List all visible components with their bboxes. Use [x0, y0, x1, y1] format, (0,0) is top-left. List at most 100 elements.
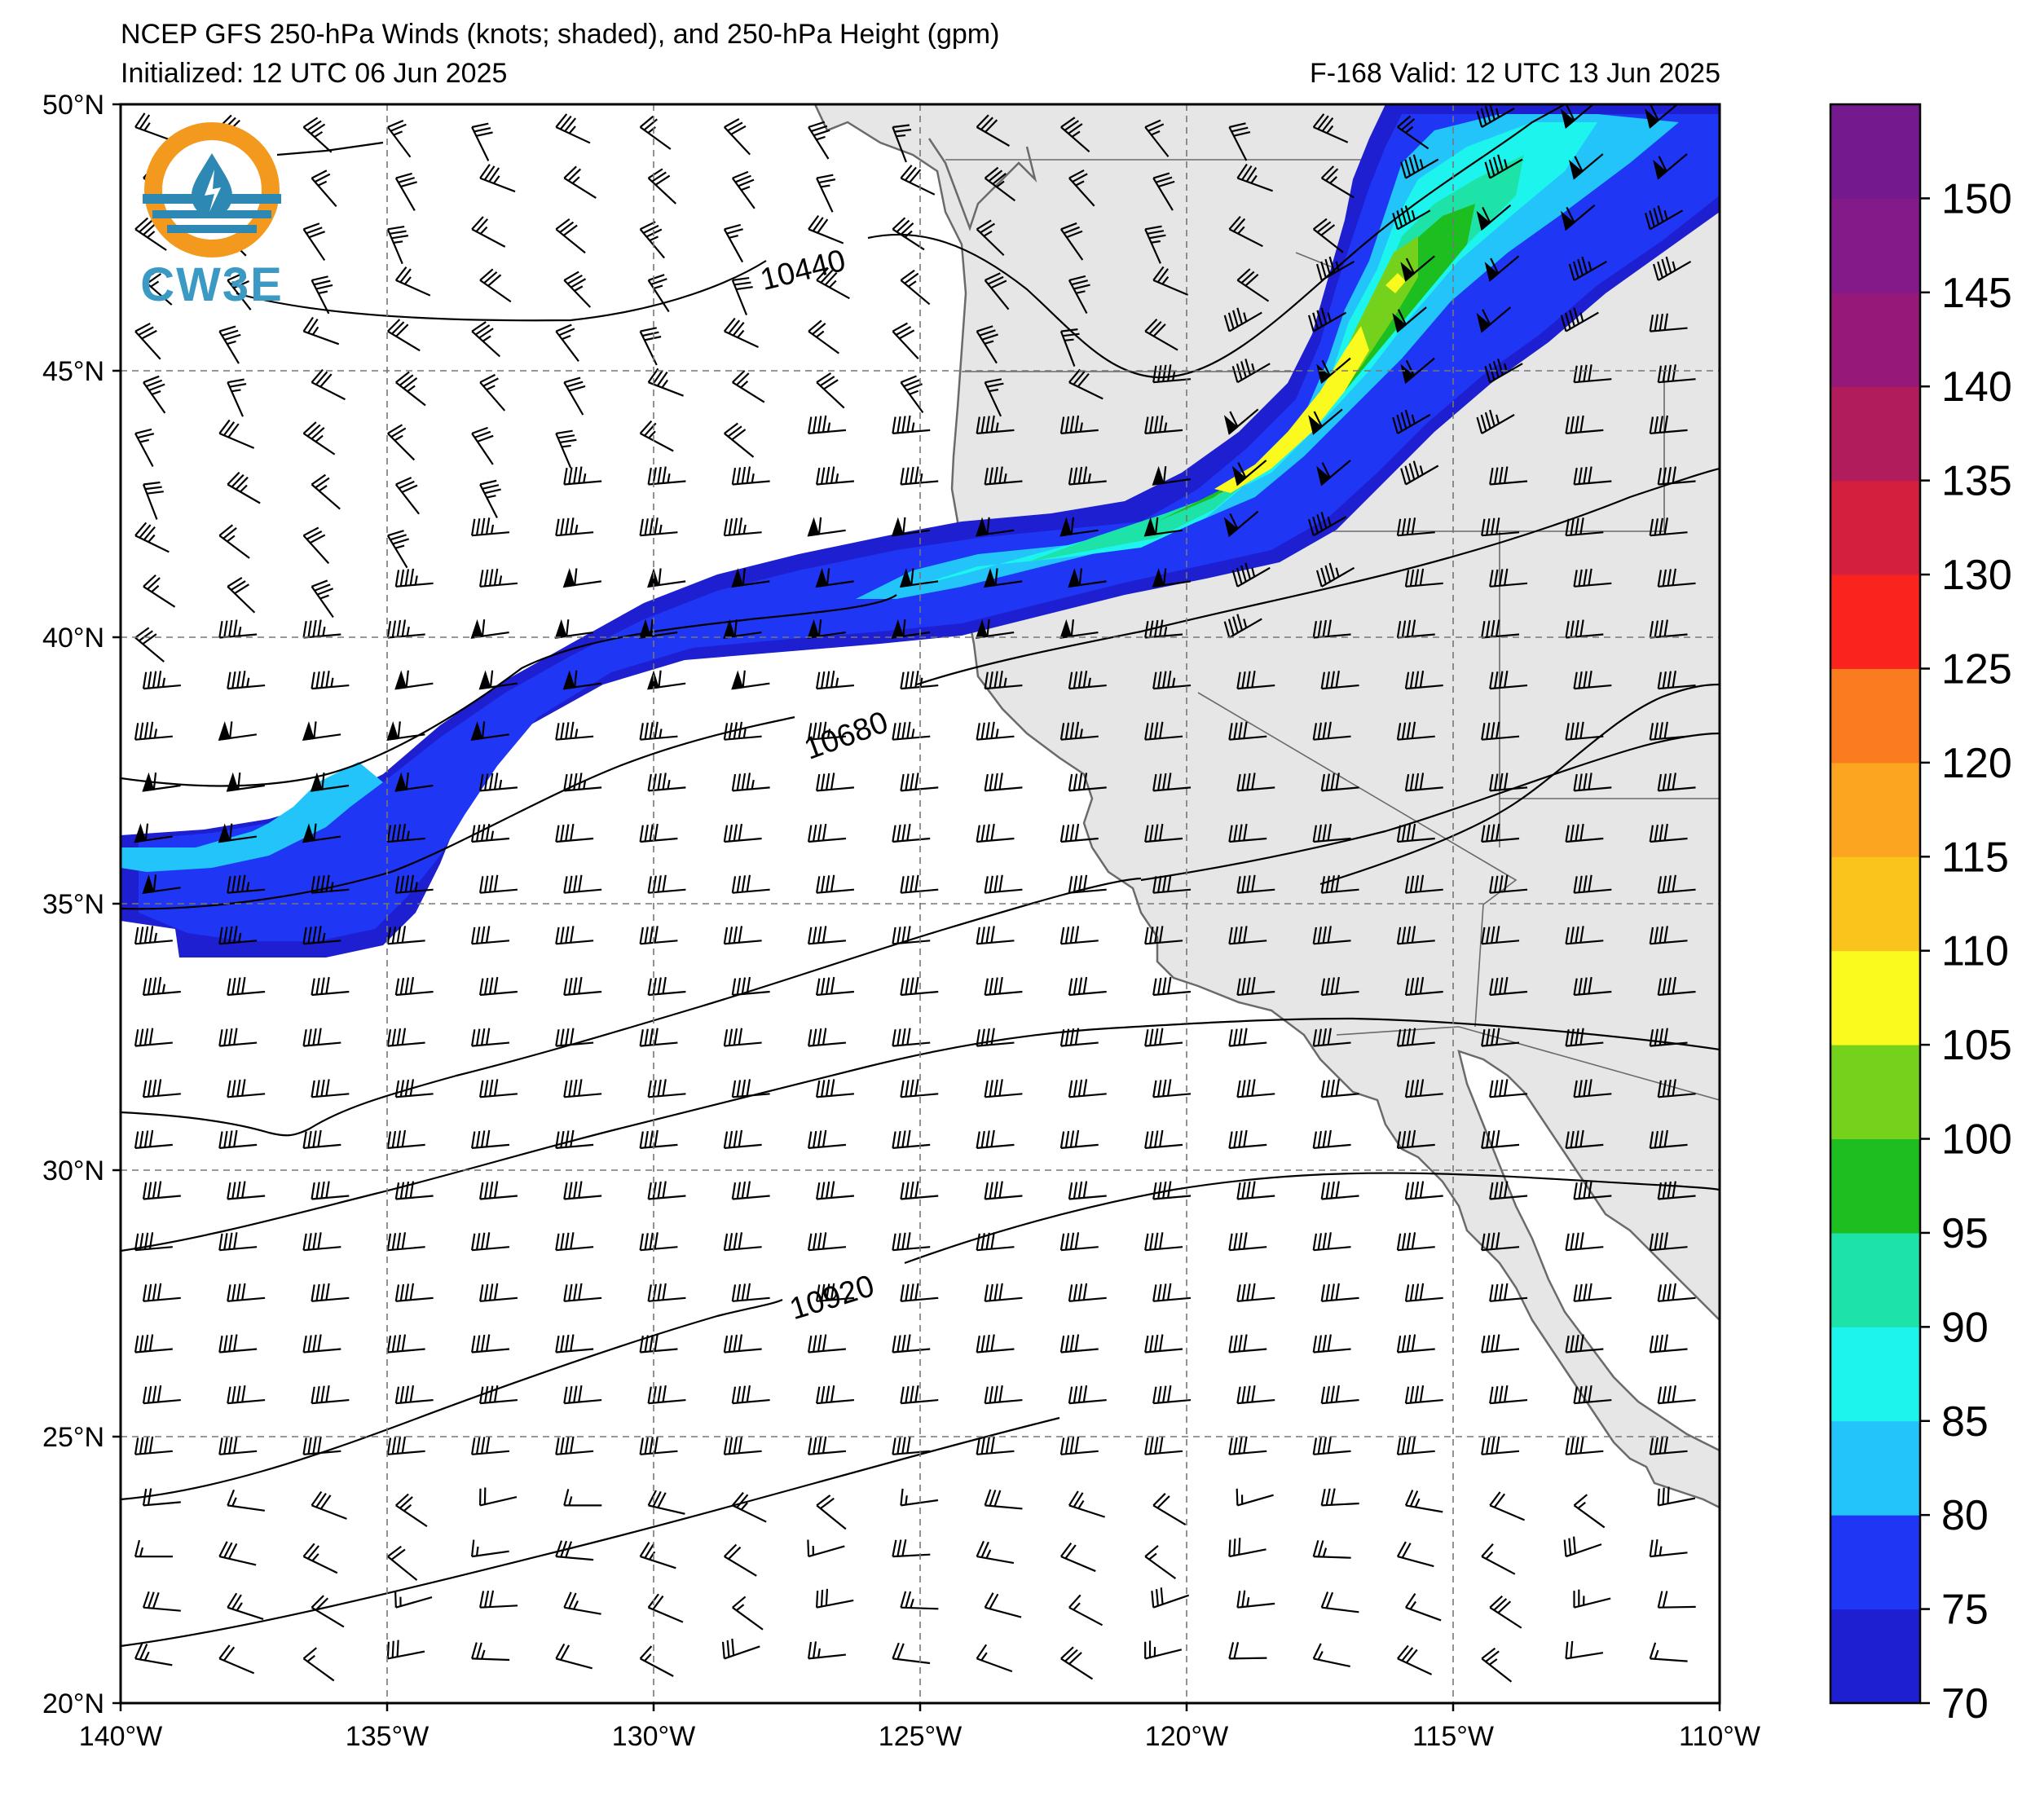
graticule — [121, 104, 1720, 1703]
wind-barb — [555, 429, 577, 469]
wind-barb — [1565, 721, 1604, 741]
wind-barb — [984, 1079, 1023, 1098]
wind-barb — [302, 526, 330, 565]
wind-barb — [1649, 1334, 1688, 1354]
wind-barb — [647, 976, 686, 997]
wind-barb — [1573, 568, 1612, 588]
wind-barb — [1481, 1334, 1520, 1354]
wind-barb — [1400, 154, 1439, 179]
wind-barb — [1236, 1181, 1275, 1200]
wind-barb — [1068, 976, 1107, 997]
wind-barb — [1404, 1384, 1443, 1405]
wind-barb — [639, 926, 678, 945]
wind-barb — [1228, 1641, 1267, 1660]
figure-title: NCEP GFS 250-hPa Winds (knots; shaded), … — [121, 19, 1000, 50]
wind-barb — [134, 217, 167, 251]
wind-barb — [975, 517, 1015, 537]
wind-barb — [1228, 1436, 1267, 1455]
init-time-label: Initialized: 12 UTC 06 Jun 2025 — [121, 58, 508, 89]
wind-barb — [386, 1028, 425, 1047]
wind-barb — [1484, 255, 1520, 282]
wind-barb — [976, 823, 1015, 843]
wind-barb — [984, 1489, 1023, 1510]
wind-barb — [1645, 104, 1680, 129]
colorbar-tick-label: 100 — [1941, 1116, 2012, 1164]
wind-barb — [1653, 153, 1688, 180]
wind-barb — [1657, 976, 1696, 997]
wind-barb — [1144, 1545, 1177, 1580]
wind-barb — [142, 976, 181, 997]
wind-barb — [1313, 218, 1344, 253]
wind-barb — [1236, 1283, 1275, 1302]
wind-barb — [808, 721, 847, 741]
wind-barb — [471, 517, 510, 537]
wind-barb — [1396, 1129, 1435, 1149]
colorbar-tick-label: 75 — [1941, 1587, 1989, 1634]
wind-barb — [1396, 1541, 1434, 1568]
wind-barb — [647, 274, 670, 313]
wind-barb — [143, 375, 166, 414]
wind-barb — [731, 568, 770, 588]
wind-barb — [302, 421, 336, 456]
wind-barb — [892, 415, 931, 434]
colorbar-band — [1830, 1232, 1920, 1327]
wind-barb — [1320, 1384, 1359, 1405]
wind-barb — [394, 772, 434, 792]
axis-ticks — [112, 103, 1721, 1711]
wind-barb — [808, 823, 847, 843]
wind-barb — [1320, 1079, 1359, 1098]
wind-barb — [1068, 169, 1095, 207]
wind-barb — [1573, 364, 1612, 384]
wind-barb — [1315, 562, 1355, 588]
wind-barb — [471, 321, 501, 358]
wind-barb — [1396, 823, 1435, 843]
wind-barb — [1315, 256, 1355, 281]
wind-barb — [1144, 119, 1170, 157]
wind-barb — [555, 324, 579, 362]
wind-barb — [1657, 670, 1696, 690]
wind-barb — [1649, 619, 1688, 639]
wind-barb — [808, 1232, 847, 1252]
wind-barb — [1320, 976, 1359, 997]
wind-barb — [1228, 1028, 1267, 1047]
wind-barb — [479, 1283, 518, 1302]
wind-barb — [1400, 460, 1439, 486]
wind-barb — [226, 772, 266, 792]
colorbar-tick-label: 105 — [1941, 1022, 2012, 1069]
wind-barb — [723, 317, 759, 349]
wind-barb — [647, 1384, 686, 1405]
colorbar-labels: 70 75 80 85 90 95 100 105 110 115 120 125 130 135 140 1… — [1941, 175, 2012, 1728]
wind-barb — [1312, 823, 1351, 843]
wind-barb — [731, 1181, 770, 1200]
wind-barb — [1489, 874, 1528, 894]
wind-barb — [1228, 823, 1267, 843]
wind-barb — [732, 370, 765, 403]
wind-barb — [1657, 773, 1696, 792]
wind-barb — [470, 721, 509, 742]
wind-barb — [311, 1490, 347, 1520]
wind-barb — [563, 1591, 601, 1615]
lat-label-25: 25°N — [42, 1422, 104, 1453]
wind-barb — [1396, 517, 1435, 537]
wind-barb — [639, 420, 674, 452]
wind-barb — [143, 270, 173, 306]
land-north-america — [813, 104, 1720, 1509]
wind-barb — [555, 1334, 594, 1354]
wind-barb — [976, 1334, 1015, 1354]
wind-barb — [471, 823, 510, 843]
wind-barb — [479, 1181, 518, 1200]
lon-label-120: 120°W — [1145, 1721, 1228, 1752]
wind-barb — [471, 216, 506, 248]
wind-barb — [1573, 1181, 1612, 1200]
wind-barb — [218, 721, 258, 742]
wind-barb — [1396, 1232, 1435, 1252]
contour-mid2 — [121, 1017, 1720, 1252]
wind-barb — [471, 1129, 510, 1149]
wind-barb — [394, 477, 420, 515]
wind-barb — [1320, 1488, 1359, 1507]
wind-barb — [723, 926, 762, 945]
wind-barb — [302, 1543, 338, 1574]
wind-barb — [1565, 926, 1604, 945]
wind-barb — [227, 471, 261, 504]
wind-barb — [394, 670, 434, 690]
